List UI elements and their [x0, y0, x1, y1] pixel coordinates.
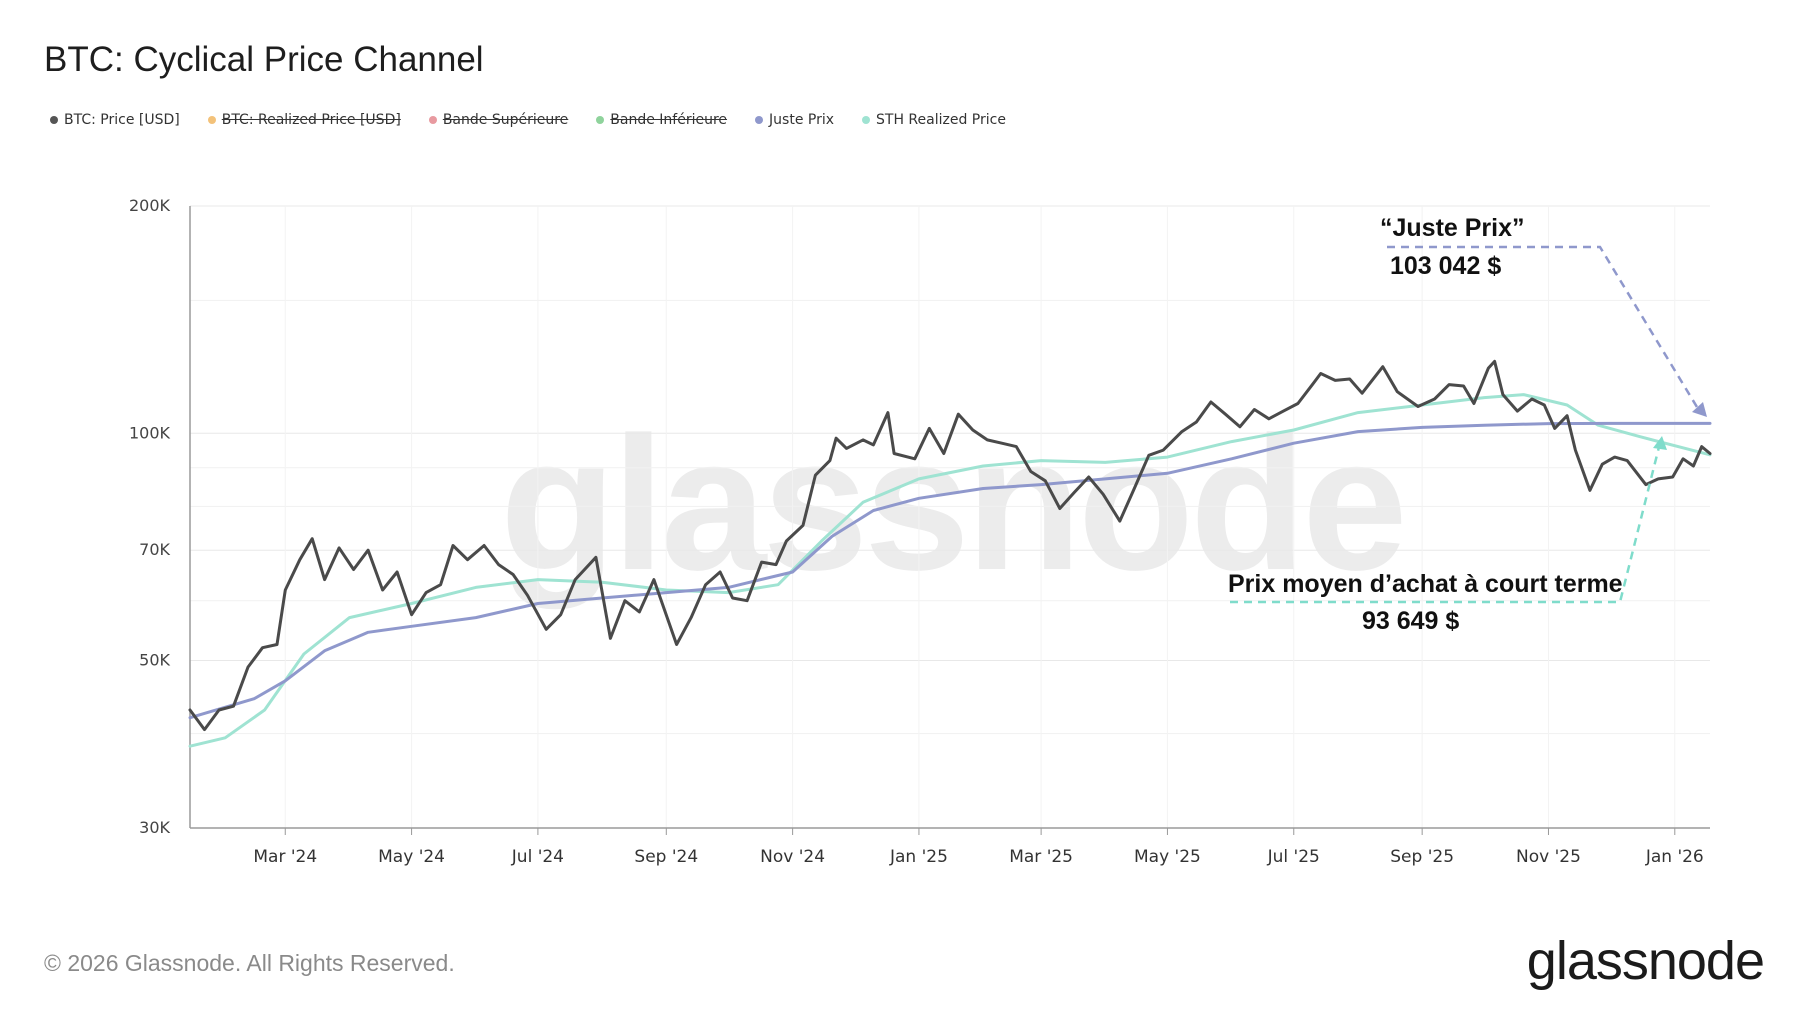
annotation-juste-prix-value: 103 042 $	[1390, 252, 1502, 280]
series-line-btc-price	[188, 359, 1712, 732]
legend-item[interactable]: Bande Supérieure	[428, 112, 569, 128]
legend-dot-icon	[428, 116, 437, 124]
y-tick-label: 50K	[139, 651, 170, 670]
annotation-connector-sth	[1230, 442, 1662, 604]
x-tick-label: Nov '25	[1516, 847, 1581, 867]
y-tick-label: 200K	[129, 196, 171, 215]
copyright-footer: © 2026 Glassnode. All Rights Reserved.	[44, 950, 455, 976]
y-tick-label: 100K	[129, 423, 171, 442]
annotation-sth-label: Prix moyen d’achat à court terme	[1228, 570, 1623, 598]
legend-label: Bande Supérieure	[442, 112, 569, 128]
brand-logo: glassnode	[1526, 931, 1765, 991]
series-line-juste-prix	[188, 421, 1712, 720]
x-tick-label: Mar '25	[1009, 847, 1073, 867]
arrowhead-juste-prix-icon	[1692, 402, 1707, 417]
legend-label: Bande Inférieure	[610, 112, 728, 128]
chart-title: BTC: Cyclical Price Channel	[44, 40, 484, 79]
legend-dot-icon	[50, 116, 58, 124]
x-tick-label: Jul '25	[1267, 847, 1320, 867]
y-tick-label: 70K	[139, 540, 170, 559]
legend-dot-icon	[755, 116, 764, 124]
x-tick-label: Sep '24	[634, 847, 698, 867]
legend-label: BTC: Price [USD]	[64, 112, 180, 128]
x-tick-label: Jan '26	[1645, 847, 1704, 867]
x-tick-label: Sep '25	[1390, 847, 1454, 867]
legend: BTC: Price [USD] BTC: Realized Price [USD…	[50, 112, 1006, 128]
series-line-sth-realized-price	[188, 393, 1712, 748]
legend-item[interactable]: BTC: Price [USD]	[50, 112, 180, 128]
legend-item[interactable]: STH Realized Price	[862, 112, 1006, 128]
x-tick-label: May '24	[378, 847, 445, 867]
legend-item[interactable]: BTC: Realized Price [USD]	[207, 112, 401, 128]
arrowhead-sth-icon	[1653, 436, 1667, 450]
annotation-connector-juste-prix	[1387, 245, 1702, 413]
x-tick-label: Jul '24	[511, 847, 564, 867]
annotation-juste-prix-label: “Juste Prix”	[1380, 214, 1525, 242]
x-tick-label: Mar '24	[253, 847, 317, 867]
legend-label: BTC: Realized Price [USD]	[221, 112, 401, 128]
legend-dot-icon	[207, 116, 216, 124]
y-tick-label: 30K	[139, 818, 170, 837]
legend-label: Juste Prix	[769, 112, 835, 128]
annotation-sth-value: 93 649 $	[1362, 607, 1460, 635]
x-tick-label: Jan '25	[889, 847, 948, 867]
legend-label: STH Realized Price	[876, 112, 1006, 128]
legend-item[interactable]: Bande Inférieure	[596, 112, 727, 128]
legend-dot-icon	[862, 116, 871, 124]
legend-dot-icon	[596, 116, 605, 124]
x-tick-label: May '25	[1134, 847, 1201, 867]
legend-item[interactable]: Juste Prix	[755, 112, 834, 128]
x-tick-label: Nov '24	[760, 847, 825, 867]
